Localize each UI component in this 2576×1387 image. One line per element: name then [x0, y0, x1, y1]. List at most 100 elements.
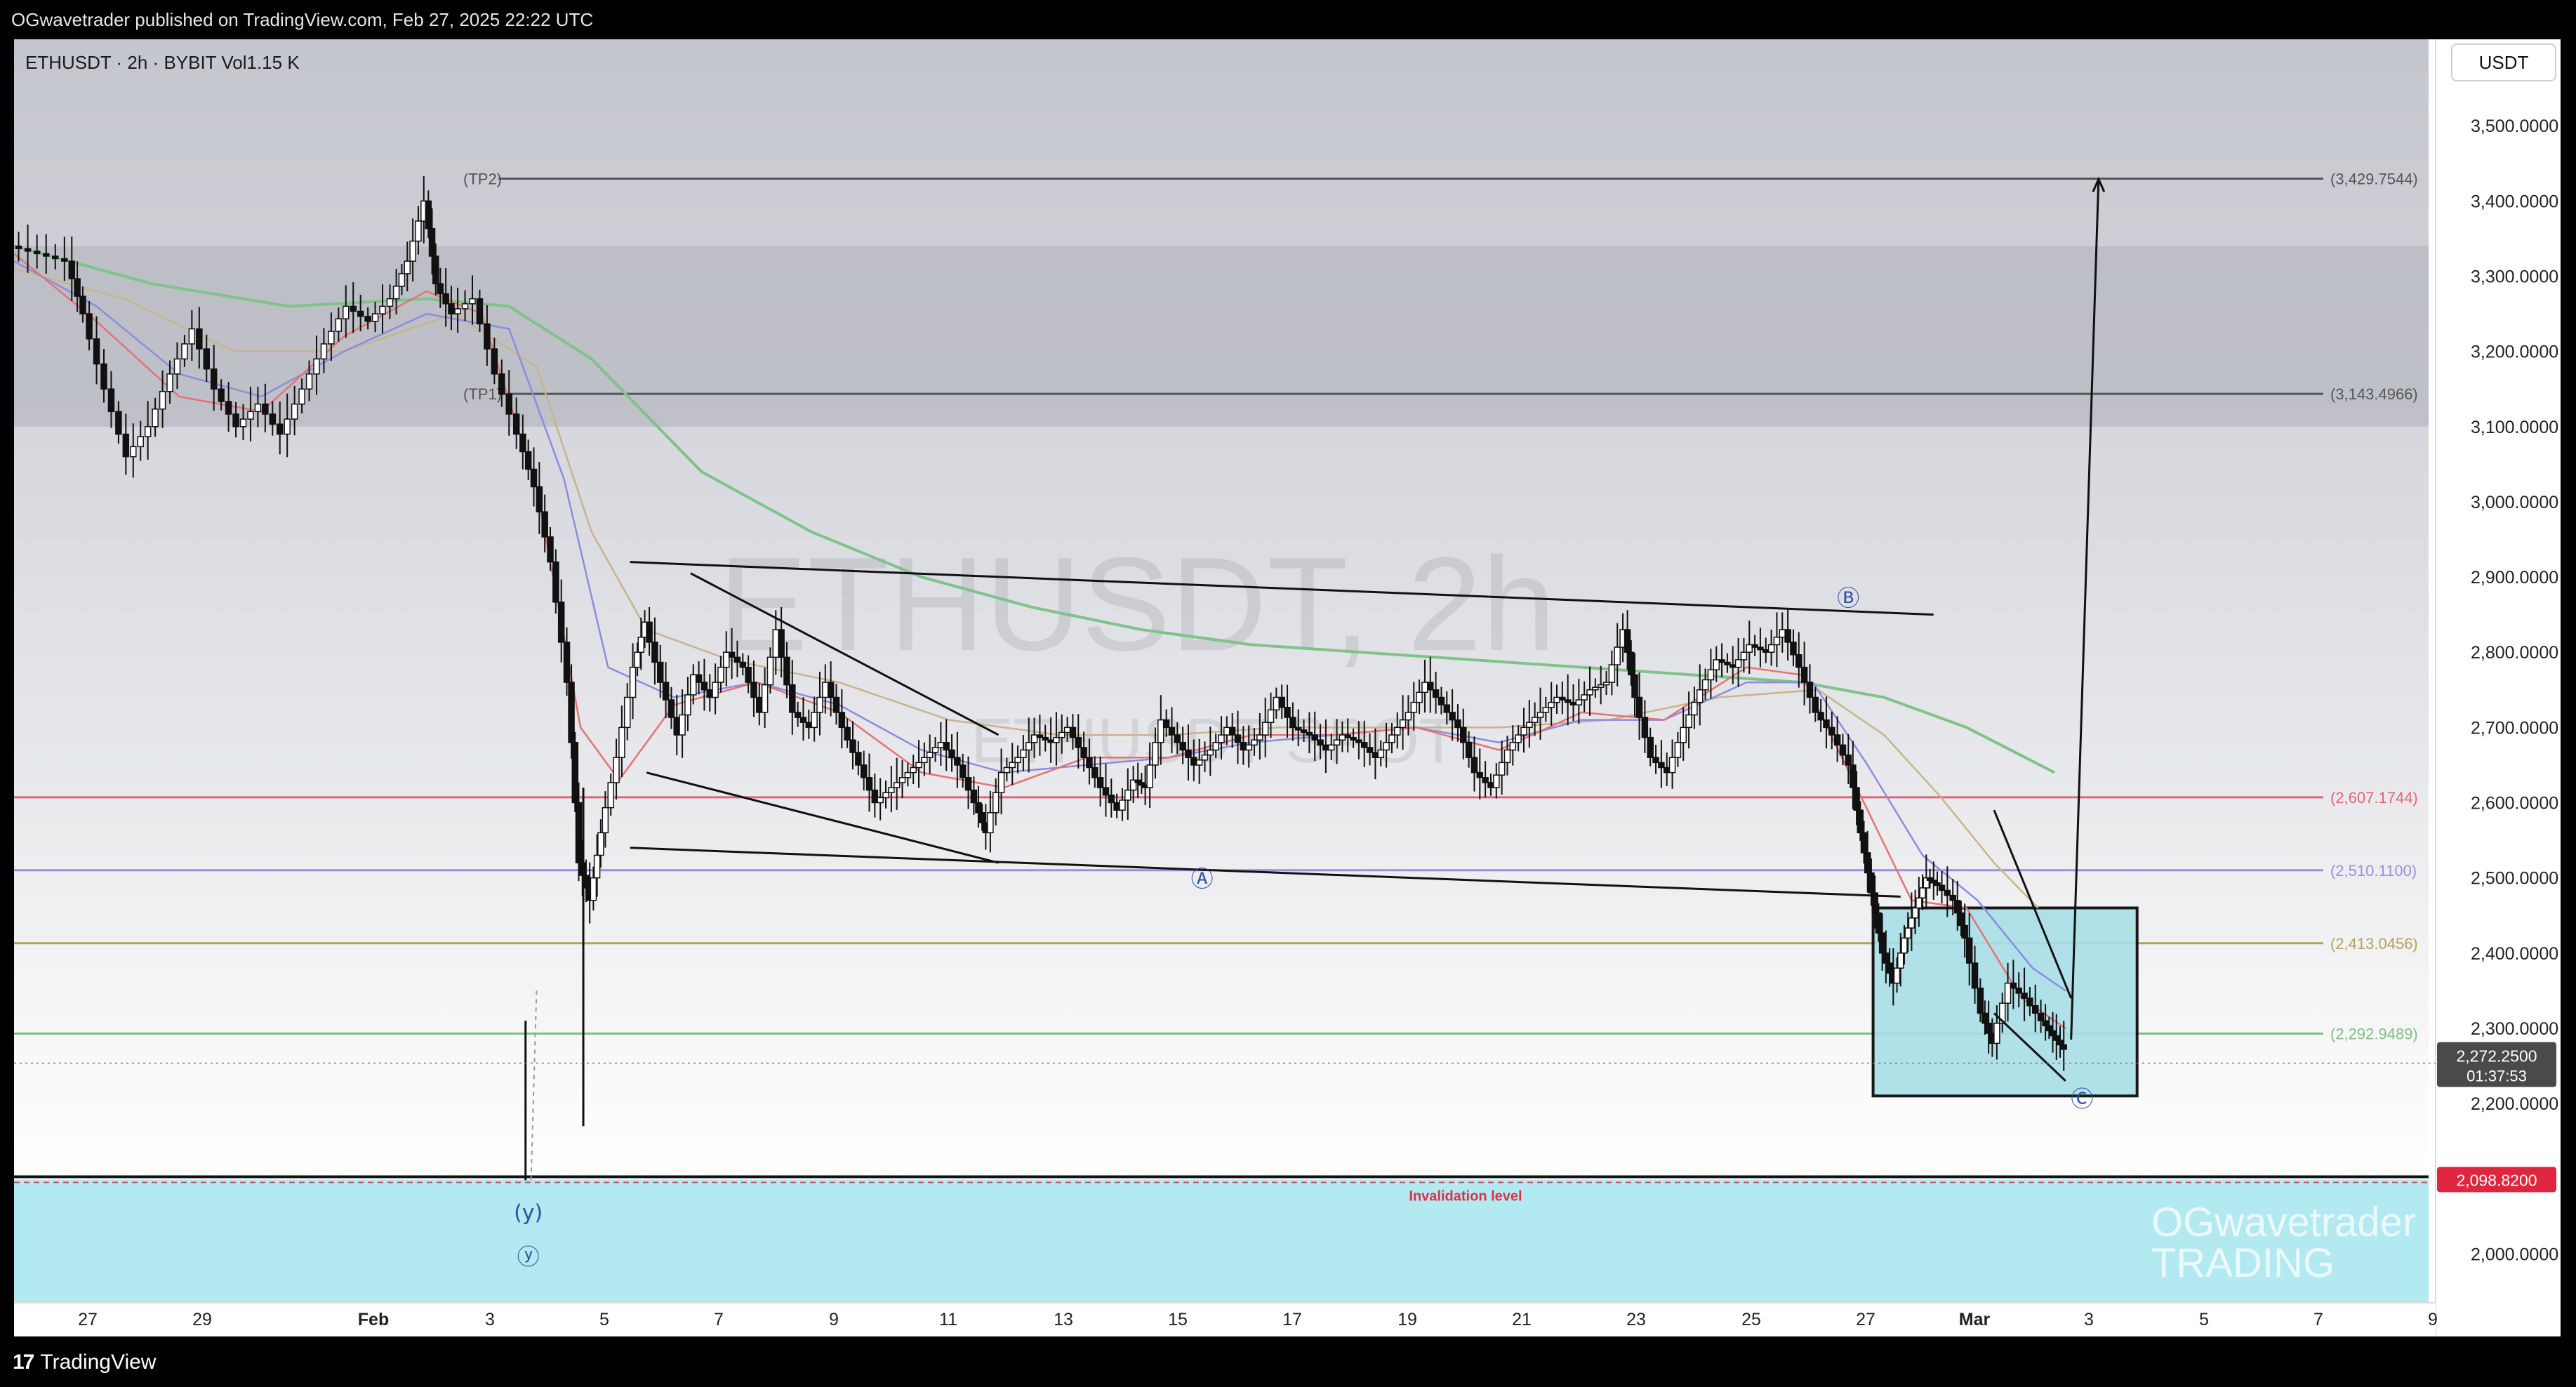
candle-body: [432, 255, 439, 284]
candle-body: [1707, 669, 1715, 681]
candle-body: [1871, 892, 1878, 914]
candle-body: [2031, 1005, 2039, 1014]
candle-body: [860, 764, 868, 778]
candle-body: [115, 411, 122, 435]
candle-body: [662, 682, 670, 701]
wave-label-0: Ⓐ: [1191, 865, 1214, 892]
candle-body: [2045, 1025, 2053, 1032]
candle-body: [1875, 912, 1883, 934]
candle-body: [1904, 927, 1911, 939]
candle-body: [915, 762, 922, 769]
candle-body: [107, 388, 115, 413]
price-level-label-0: (TP2): [463, 170, 502, 187]
footer-brand: TradingView: [40, 1350, 157, 1374]
candle-body: [1251, 739, 1258, 746]
candle-body: [218, 388, 225, 402]
tradingview-mark-icon: 17: [13, 1350, 34, 1374]
candle-body: [1893, 967, 1901, 984]
candle-body: [1174, 734, 1181, 743]
candle-body: [1833, 734, 1841, 746]
candle-body: [137, 436, 144, 448]
y-tick-label: 3,400.0000: [2471, 192, 2558, 211]
candle-body: [79, 296, 86, 314]
candle-body: [563, 642, 571, 683]
candle-body: [816, 696, 823, 713]
candle-body: [844, 726, 851, 741]
candle-body: [442, 293, 449, 305]
candle-body: [728, 651, 736, 658]
candle-body: [357, 310, 364, 317]
x-tick-label: 25: [1741, 1310, 1761, 1329]
candle-body: [1724, 661, 1731, 665]
price-level-value-3: (2,510.1100): [2330, 862, 2417, 880]
candle-body: [1245, 744, 1252, 751]
candle-body: [1828, 726, 1835, 736]
candle-body: [637, 637, 645, 653]
candle-body: [52, 255, 59, 260]
candle-body: [1432, 689, 1440, 698]
x-tick-label: 17: [1282, 1310, 1302, 1329]
wave-label-2: Ⓒ: [2071, 1086, 2093, 1113]
price-level-value-1: (3,143.4966): [2330, 385, 2418, 403]
y-tick-label: 2,700.0000: [2471, 718, 2558, 738]
candle-body: [1509, 742, 1517, 751]
candle-body: [1520, 726, 1527, 736]
candle-body: [1152, 742, 1159, 766]
candle-body: [1635, 696, 1643, 718]
y-tick-label: 2,600.0000: [2471, 794, 2558, 814]
candle-body: [1515, 734, 1522, 743]
candle-body: [756, 696, 763, 713]
candle-body: [1493, 774, 1500, 788]
candle-body: [1096, 777, 1104, 788]
candle-body: [1812, 696, 1819, 713]
candle-body: [1427, 682, 1434, 691]
candle-body: [181, 343, 188, 360]
candle-body: [1536, 712, 1544, 718]
candle-body: [298, 388, 305, 405]
candle-body: [428, 227, 436, 257]
candle-body: [409, 240, 416, 262]
price-chart[interactable]: Invalidation level ETHUSDT, 2h ETHUSDT SPO…: [14, 39, 2561, 1336]
candle-body: [1080, 747, 1087, 758]
trendline-2: [690, 572, 1000, 736]
candle-body: [404, 260, 411, 274]
candle-body: [343, 305, 350, 319]
chart-frame[interactable]: Invalidation level ETHUSDT, 2h ETHUSDT SPO…: [14, 39, 2561, 1336]
tradingview-logo[interactable]: 17 TradingView: [13, 1350, 156, 1374]
price-level-label-1: (TP1): [463, 385, 502, 403]
candle-body: [602, 807, 609, 834]
y-tick-label: 2,000.0000: [2471, 1245, 2558, 1264]
candle-body: [1498, 762, 1506, 776]
candle-body: [2042, 1020, 2049, 1027]
candle-body: [1823, 719, 1830, 729]
x-tick-label: 27: [78, 1310, 98, 1329]
candle-body: [1958, 912, 1965, 927]
candle-body: [1256, 734, 1263, 741]
candle-body: [789, 684, 796, 713]
candle-body: [1009, 762, 1016, 769]
currency-button[interactable]: USDT: [2451, 44, 2556, 81]
candle-body: [1965, 937, 1973, 964]
candle-body: [512, 413, 520, 435]
candle-body: [590, 877, 597, 901]
candle-body: [1157, 719, 1164, 743]
candle-body: [328, 331, 335, 345]
x-tick-label: 21: [1512, 1310, 1532, 1329]
y-tick-label: 3,200.0000: [2471, 343, 2558, 362]
candle-body: [33, 251, 41, 255]
candle-body: [1190, 757, 1197, 766]
candle-body: [1014, 757, 1021, 764]
candle-body: [203, 348, 211, 370]
x-tick-label: 9: [2428, 1310, 2438, 1329]
candle-body: [1091, 766, 1098, 778]
candle-body: [646, 621, 653, 643]
candle-body: [144, 426, 152, 437]
x-tick-label: 3: [485, 1310, 495, 1329]
candle-body: [1647, 736, 1654, 758]
candle-body: [1069, 726, 1077, 738]
candle-body: [997, 771, 1005, 793]
candle-body: [93, 338, 100, 365]
candle-body: [437, 283, 444, 295]
candle-body: [74, 278, 81, 297]
candle-body: [849, 739, 856, 753]
